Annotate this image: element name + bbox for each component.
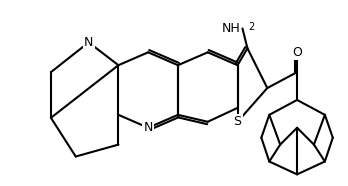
Text: S: S bbox=[234, 115, 242, 128]
Text: N: N bbox=[84, 36, 93, 49]
Text: 2: 2 bbox=[248, 22, 255, 31]
Text: O: O bbox=[292, 46, 302, 59]
Text: NH: NH bbox=[222, 22, 240, 35]
Text: N: N bbox=[143, 121, 153, 134]
